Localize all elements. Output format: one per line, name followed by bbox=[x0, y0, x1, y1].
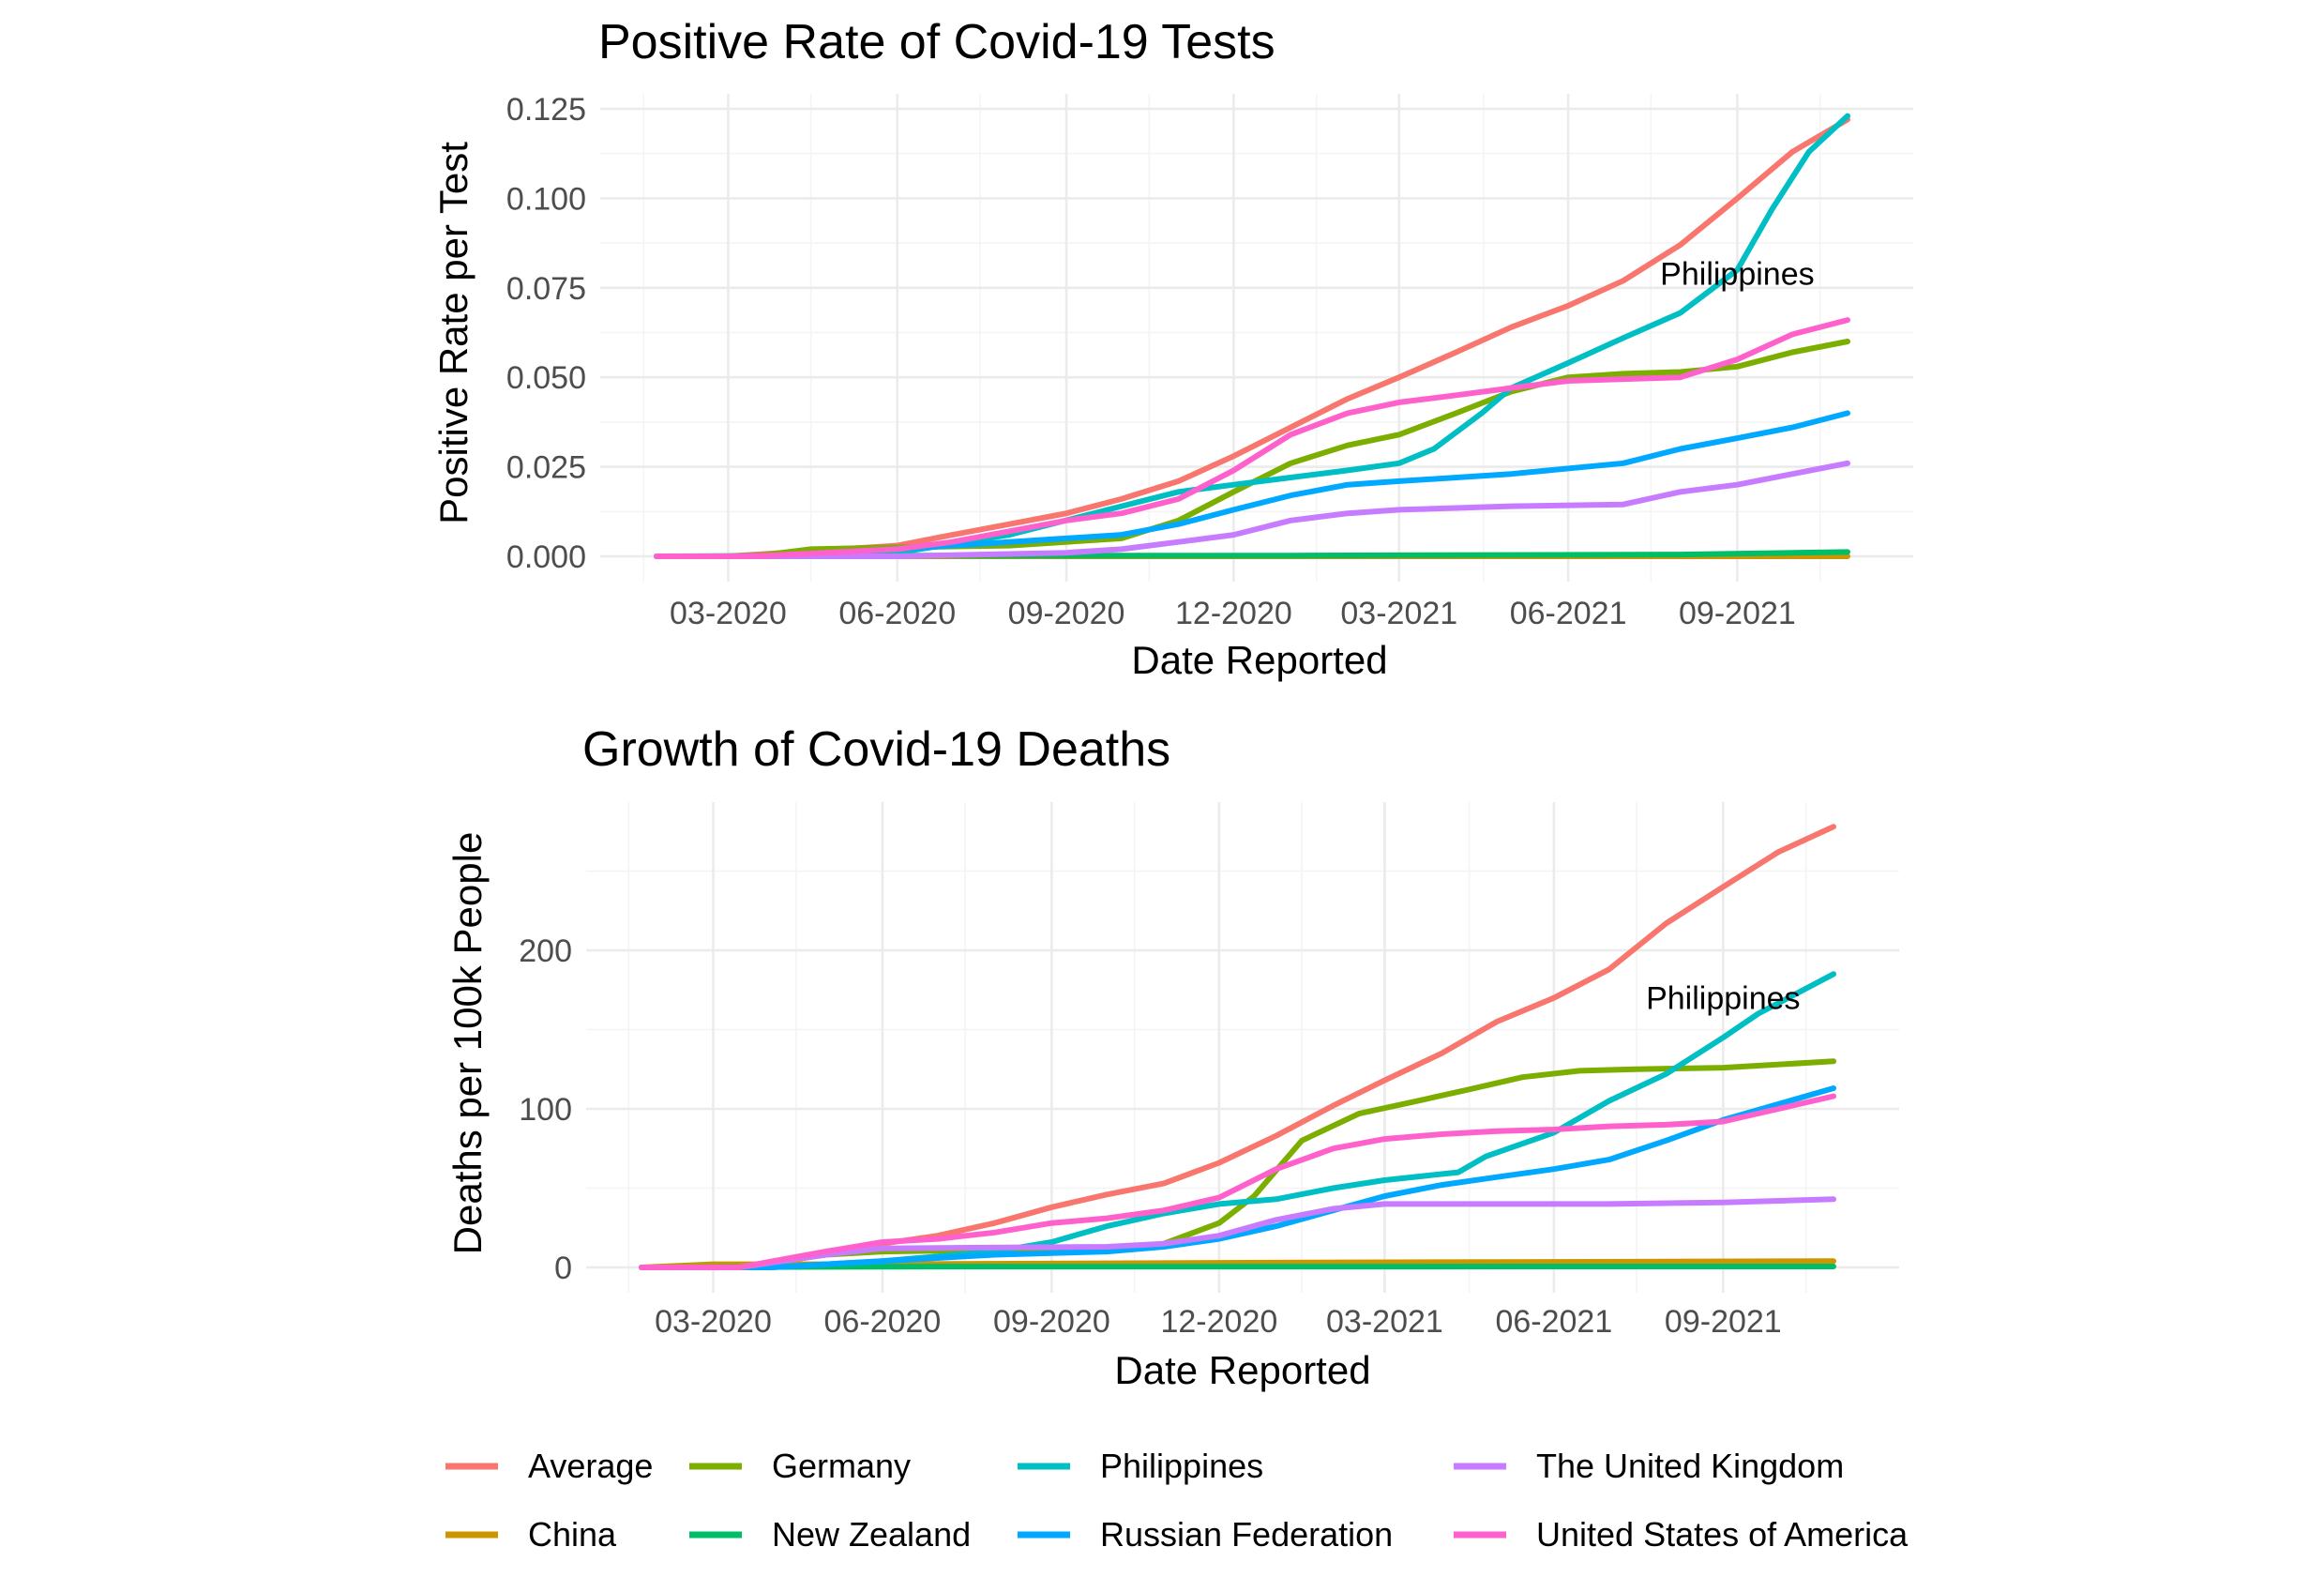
series-line-philippines bbox=[639, 971, 1836, 1270]
x-tick-label: 03-2021 bbox=[1326, 1304, 1443, 1340]
x-tick-label: 06-2020 bbox=[824, 1304, 942, 1340]
deaths-panel: Growth of Covid-19 Deaths 03-2020 06-2020… bbox=[445, 722, 1899, 1392]
series-line-united-states-of-america bbox=[654, 317, 1850, 559]
axis-ticks: 03-2020 06-2020 09-2020 12-2020 03-2021 06-20… bbox=[506, 92, 1796, 631]
legend-label: Philippines bbox=[1100, 1447, 1263, 1485]
y-tick-label: 200 bbox=[519, 933, 572, 969]
y-tick-label: 0.100 bbox=[506, 181, 586, 217]
x-tick-label: 12-2020 bbox=[1160, 1304, 1277, 1340]
y-tick-label: 100 bbox=[519, 1092, 572, 1128]
x-tick-label: 06-2020 bbox=[838, 596, 956, 631]
y-tick-label: 0 bbox=[554, 1251, 572, 1286]
legend-item-russian-federation: Russian Federation bbox=[1018, 1515, 1393, 1554]
x-axis-title: Date Reported bbox=[1131, 638, 1387, 682]
series-line-united-states-of-america bbox=[639, 1093, 1836, 1270]
series-line-russian-federation bbox=[639, 1085, 1836, 1270]
grid bbox=[586, 802, 1899, 1293]
series-line-philippines bbox=[654, 113, 1850, 559]
x-tick-label: 09-2021 bbox=[1665, 1304, 1782, 1340]
chart-title: Growth of Covid-19 Deaths bbox=[582, 722, 1170, 777]
y-axis-title: Positive Rate per Test bbox=[431, 142, 475, 524]
legend-label: Russian Federation bbox=[1100, 1515, 1393, 1554]
series-lines bbox=[639, 824, 1836, 1270]
legend-label: United States of America bbox=[1536, 1515, 1909, 1554]
legend-item-china: China bbox=[445, 1515, 617, 1554]
legend-label: The United Kingdom bbox=[1536, 1447, 1844, 1485]
y-axis-title: Deaths per 100k People bbox=[445, 832, 490, 1255]
y-tick-label: 0.050 bbox=[506, 360, 586, 396]
legend-item-average: Average bbox=[445, 1447, 653, 1485]
series-line-the-united-kingdom bbox=[639, 1196, 1836, 1270]
axis-ticks: 03-2020 06-2020 09-2020 12-2020 03-2021 06-20… bbox=[519, 933, 1781, 1340]
x-tick-label: 03-2020 bbox=[655, 1304, 772, 1340]
series-line-russian-federation bbox=[654, 410, 1850, 559]
x-tick-label: 06-2021 bbox=[1495, 1304, 1612, 1340]
x-tick-label: 09-2020 bbox=[993, 1304, 1110, 1340]
legend-label: China bbox=[528, 1515, 617, 1554]
legend-label: Average bbox=[528, 1447, 653, 1485]
x-tick-label: 09-2021 bbox=[1679, 596, 1796, 631]
x-tick-label: 12-2020 bbox=[1175, 596, 1292, 631]
legend-item-philippines: Philippines bbox=[1018, 1447, 1263, 1485]
y-tick-label: 0.075 bbox=[506, 271, 586, 307]
series-line-average bbox=[654, 116, 1850, 559]
x-tick-label: 03-2021 bbox=[1340, 596, 1457, 631]
annotation-label: Philippines bbox=[1660, 257, 1814, 293]
x-tick-label: 03-2020 bbox=[670, 596, 787, 631]
legend-item-new-zealand: New Zealand bbox=[689, 1515, 971, 1554]
y-tick-label: 0.000 bbox=[506, 539, 586, 575]
series-lines bbox=[654, 113, 1850, 559]
legend: Average China Germany New Zealand Philippine… bbox=[445, 1447, 1909, 1554]
legend-item-germany: Germany bbox=[689, 1447, 911, 1485]
x-tick-label: 09-2020 bbox=[1008, 596, 1125, 631]
legend-label: New Zealand bbox=[772, 1515, 971, 1554]
positive-rate-panel: Positive Rate of Covid-19 Tests 03-2020 0… bbox=[431, 15, 1913, 682]
x-axis-title: Date Reported bbox=[1114, 1348, 1370, 1392]
x-tick-label: 06-2021 bbox=[1510, 596, 1627, 631]
series-line-the-united-kingdom bbox=[654, 460, 1850, 559]
legend-item-united-states-of-america: United States of America bbox=[1454, 1515, 1909, 1554]
y-tick-label: 0.025 bbox=[506, 450, 586, 486]
grid bbox=[600, 94, 1913, 582]
annotation-label: Philippines bbox=[1646, 981, 1800, 1017]
legend-label: Germany bbox=[772, 1447, 911, 1485]
legend-item-the-united-kingdom: The United Kingdom bbox=[1454, 1447, 1844, 1485]
y-tick-label: 0.125 bbox=[506, 92, 586, 128]
chart-title: Positive Rate of Covid-19 Tests bbox=[598, 15, 1275, 69]
